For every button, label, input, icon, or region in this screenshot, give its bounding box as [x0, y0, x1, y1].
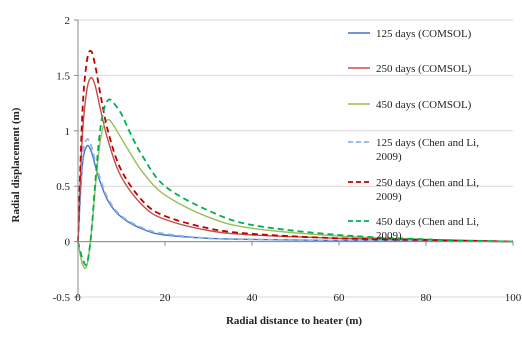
legend-label-4: 2009) [376, 151, 402, 163]
legend-label-1: 125 days (COMSOL) [376, 28, 472, 40]
x-tick-label: 80 [421, 292, 433, 304]
x-axis-title: Radial distance to heater (m) [226, 315, 362, 327]
y-tick-label: 1.5 [56, 70, 70, 82]
series-line-6 [77, 98, 514, 266]
x-tick-label: 40 [247, 292, 259, 304]
legend-label-4: 125 days (Chen and Li, [376, 137, 479, 149]
legend-label-6: 450 days (Chen and Li, [376, 216, 479, 228]
series-line-2 [77, 76, 514, 243]
series-lines [77, 49, 514, 270]
y-tick-label: 1 [65, 126, 71, 138]
legend-label-5: 2009) [376, 191, 402, 203]
x-tick-label: 100 [505, 292, 522, 304]
tick-labels: -0.500.511.520 20 40 60 80 100 [53, 15, 522, 304]
y-axis-title: Radial displacement (m) [10, 107, 22, 222]
y-tick-label: -0.5 [53, 292, 71, 304]
y-tick-label: 0.5 [56, 181, 70, 193]
x-tick-label: 20 [160, 292, 172, 304]
legend: 125 days (COMSOL) 250 days (COMSOL) 450 da… [348, 28, 479, 242]
x-tick-label: 0 [75, 292, 81, 304]
y-tick-label: 0 [65, 237, 71, 249]
x-tick-label: 60 [334, 292, 346, 304]
series-line-4 [77, 138, 514, 243]
legend-label-2: 250 days (COMSOL) [376, 63, 472, 75]
legend-label-6: 2009) [376, 230, 402, 242]
legend-label-5: 250 days (Chen and Li, [376, 177, 479, 189]
axes [74, 19, 514, 298]
legend-label-3: 450 days (COMSOL) [376, 99, 472, 111]
y-tick-label: 2 [65, 15, 71, 27]
